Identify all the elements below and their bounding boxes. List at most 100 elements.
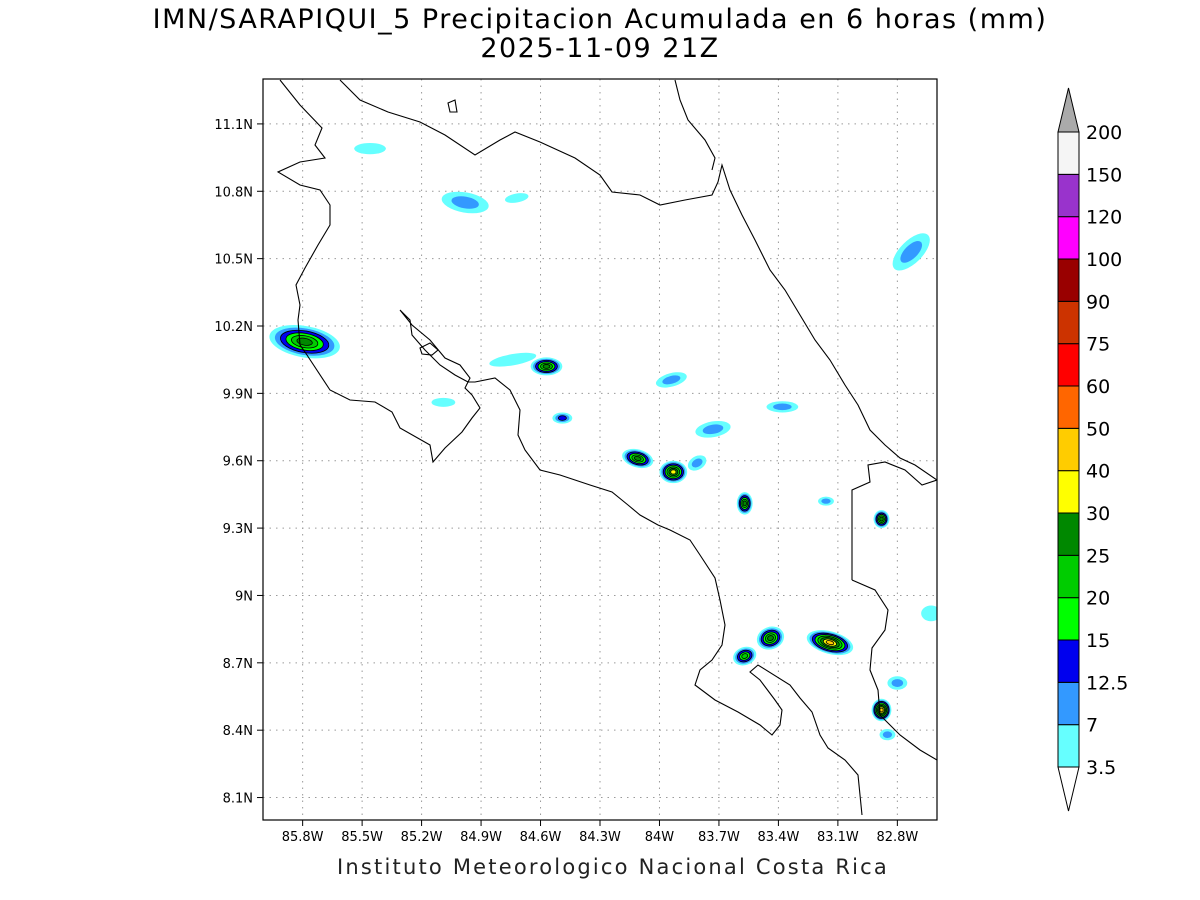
colorbar-label-14: 150 — [1086, 164, 1122, 186]
precip-cell-19-contour-1 — [900, 241, 923, 263]
precip-cell-8 — [622, 448, 654, 469]
coastline-islet — [447, 99, 458, 113]
colorbar-label-10: 75 — [1086, 334, 1110, 356]
precip-cell-9 — [659, 460, 688, 484]
colorbar-label-8: 50 — [1086, 418, 1110, 440]
precip-cell-23 — [818, 496, 834, 506]
precip-cell-20 — [887, 676, 908, 690]
precip-cell-14 — [756, 626, 785, 650]
colorbar-segment-2 — [1057, 639, 1080, 683]
colorbar: 3.5 7 12.5 15 20 25 30 40 50 60 75 90 100 120 150 200 — [1057, 87, 1128, 812]
colorbar-label-2: 12.5 — [1086, 672, 1128, 694]
precip-cell-16-contour-7 — [825, 640, 835, 646]
precip-cell-7-contour-2 — [557, 415, 567, 421]
colorbar-label-4: 20 — [1086, 588, 1110, 610]
tick-label-lat-0: 11.1N — [214, 118, 253, 133]
coastline-nicoya-island — [419, 342, 439, 356]
map-title: IMN/SARAPIQUI_5 Precipitacion Acumulada … — [152, 4, 1048, 35]
tick-label-lon-0: 85.8W — [282, 830, 324, 845]
precip-cell-21-contour-1 — [882, 731, 893, 738]
colorbar-segment-1 — [1057, 681, 1080, 726]
precip-cell-2 — [441, 191, 489, 214]
precip-cell-19 — [892, 233, 930, 271]
precip-cell-3-contour-0 — [505, 193, 529, 203]
tick-label-lat-8: 8.7N — [223, 657, 253, 672]
precip-cell-13-contour-1 — [773, 403, 792, 411]
precip-cell-13 — [766, 401, 799, 413]
precip-cell-4-contour-5 — [542, 364, 551, 369]
tick-label-lon-5: 84.3W — [579, 830, 621, 845]
colorbar-label-13: 120 — [1086, 207, 1122, 229]
precip-cell-24-contour-0 — [921, 605, 937, 622]
colorbar-label-9: 60 — [1086, 376, 1110, 398]
map-axes: 85.8W 85.5W 85.2W 84.9W 84.6W 84.3W 84W 83.7W 83… — [214, 118, 918, 845]
colorbar-label-0: 3.5 — [1086, 757, 1116, 779]
precip-cell-0 — [269, 325, 340, 359]
precip-cell-4 — [530, 357, 563, 376]
coastline — [276, 79, 937, 816]
colorbar-label-5: 25 — [1086, 545, 1110, 567]
precip-cell-15 — [733, 646, 757, 666]
precip-cell-11-contour-1 — [702, 424, 724, 435]
tick-label-lat-1: 10.8N — [214, 185, 253, 200]
tick-label-lon-6: 84W — [645, 830, 675, 845]
precip-cell-1 — [354, 142, 386, 155]
precip-cell-18-contour-7 — [879, 707, 884, 713]
precip-cell-6-contour-0 — [431, 397, 456, 407]
precip-cell-6 — [431, 397, 456, 407]
colorbar-segment-9 — [1057, 343, 1080, 387]
precip-cell-16 — [806, 630, 854, 656]
coastline-pacific-north — [276, 79, 863, 816]
colorbar-segment-6 — [1057, 470, 1080, 514]
colorbar-segment-8 — [1057, 385, 1080, 429]
precip-cell-14-contour-5 — [767, 635, 774, 642]
tick-label-lat-6: 9.3N — [223, 522, 253, 537]
map-grid — [263, 79, 937, 820]
precip-cell-12 — [736, 492, 753, 515]
precip-cell-23-contour-1 — [821, 498, 831, 504]
precip-cell-22 — [687, 455, 707, 471]
tick-label-lat-5: 9.6N — [223, 455, 253, 470]
colorbar-label-3: 15 — [1086, 630, 1110, 652]
coastline-lake-nicaragua — [674, 79, 716, 171]
colorbar-label-1: 7 — [1086, 715, 1098, 737]
map-subtitle-datetime: 2025-11-09 21Z — [480, 33, 720, 64]
precip-cell-10 — [655, 372, 687, 388]
precip-cell-2-contour-1 — [451, 196, 479, 209]
precip-cell-17-contour-5 — [879, 516, 884, 522]
tick-label-lon-3: 84.9W — [460, 830, 502, 845]
colorbar-label-7: 40 — [1086, 461, 1110, 483]
tick-label-lat-2: 10.5N — [214, 253, 253, 268]
precip-cell-9-contour-6 — [670, 469, 677, 475]
tick-label-lat-9: 8.4N — [223, 724, 253, 739]
precip-cell-18 — [871, 698, 892, 722]
precip-cell-0-contour-5 — [296, 337, 313, 346]
precip-cell-5 — [489, 352, 537, 367]
precip-cell-24 — [921, 605, 937, 622]
colorbar-segment-10 — [1057, 300, 1080, 345]
footer-credit: Instituto Meteorologico Nacional Costa R… — [337, 855, 889, 879]
tick-label-lon-2: 85.2W — [401, 830, 443, 845]
precip-cell-22-contour-1 — [691, 458, 703, 468]
border-panama — [851, 461, 937, 580]
tick-label-lat-4: 9.9N — [223, 387, 253, 402]
colorbar-segment-7 — [1057, 427, 1080, 472]
colorbar-label-12: 100 — [1086, 249, 1122, 271]
coastline-caribbean — [339, 79, 937, 481]
colorbar-label-15: 200 — [1086, 122, 1122, 144]
tick-label-lon-7: 83.7W — [698, 830, 740, 845]
tick-label-lat-7: 9N — [235, 589, 253, 604]
precip-cell-17 — [873, 510, 890, 529]
colorbar-segment-12 — [1057, 216, 1080, 260]
colorbar-segment-3 — [1057, 597, 1080, 641]
colorbar-under-triangle — [1057, 766, 1080, 812]
precip-cell-15-contour-4 — [741, 653, 749, 659]
precipitation-field — [269, 142, 937, 741]
colorbar-segment-11 — [1057, 258, 1080, 302]
tick-label-lon-10: 82.8W — [876, 830, 918, 845]
colorbar-segment-5 — [1057, 512, 1080, 556]
colorbar-label-11: 90 — [1086, 291, 1110, 313]
precip-cell-21 — [879, 729, 896, 741]
precip-cell-1-contour-0 — [354, 142, 386, 155]
